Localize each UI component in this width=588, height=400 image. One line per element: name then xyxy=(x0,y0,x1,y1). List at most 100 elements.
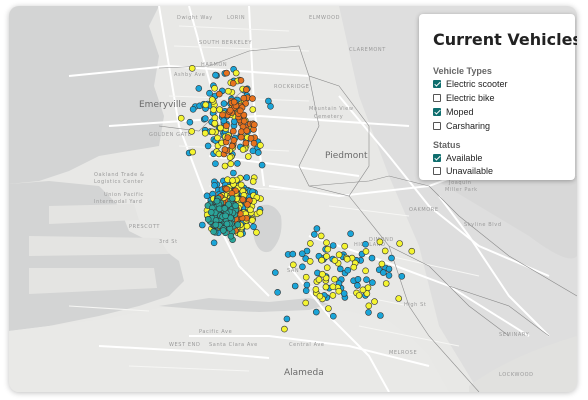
vehicle-marker-scooter[interactable] xyxy=(362,267,369,275)
vehicle-marker-moped[interactable] xyxy=(239,196,247,203)
vehicle-marker-bike[interactable] xyxy=(329,242,337,249)
vehicle-marker-bike[interactable] xyxy=(283,315,291,323)
vehicle-marker-bike[interactable] xyxy=(329,312,337,320)
vehicle-marker-scooter[interactable] xyxy=(355,292,363,299)
vehicle-marker-scooter[interactable] xyxy=(237,230,244,238)
vehicle-marker-bike[interactable] xyxy=(189,106,197,113)
vehicle-marker-scooter[interactable] xyxy=(249,106,257,113)
vehicle-marker-scooter[interactable] xyxy=(227,160,235,168)
vehicle-marker-scooter[interactable] xyxy=(238,181,245,189)
vehicle-marker-scooter[interactable] xyxy=(378,260,386,268)
vehicle-marker-scooter[interactable] xyxy=(329,292,337,299)
vehicle-marker-scooter[interactable] xyxy=(302,273,310,281)
vehicle-marker-scooter[interactable] xyxy=(239,146,247,153)
vehicle-marker-bike[interactable] xyxy=(186,118,194,126)
checkbox-unavailable[interactable] xyxy=(433,167,441,175)
vehicle-marker-scooter[interactable] xyxy=(257,142,264,149)
vehicle-marker-scooter[interactable] xyxy=(325,305,332,312)
vehicle-marker-bike[interactable] xyxy=(362,240,369,248)
vehicle-marker-scooter[interactable] xyxy=(188,64,196,72)
vehicle-marker-scooter[interactable] xyxy=(209,128,216,136)
vehicle-marker-bike[interactable] xyxy=(379,269,387,276)
vehicle-marker-scooter[interactable] xyxy=(229,177,236,184)
vehicle-marker-scooter[interactable] xyxy=(322,283,330,291)
vehicle-marker-teal[interactable] xyxy=(227,232,235,240)
vehicle-marker-bike[interactable] xyxy=(255,149,262,156)
vehicle-marker-scooter[interactable] xyxy=(189,148,196,156)
vehicle-marker-bike[interactable] xyxy=(203,192,211,200)
vehicle-marker-scooter[interactable] xyxy=(232,69,240,77)
vehicle-marker-scooter[interactable] xyxy=(319,270,326,278)
vehicle-marker-bike[interactable] xyxy=(369,279,376,286)
vehicle-marker-moped[interactable] xyxy=(237,77,245,84)
vehicle-marker-moped[interactable] xyxy=(223,122,230,130)
vehicle-marker-moped[interactable] xyxy=(237,107,244,115)
vehicle-marker-scooter[interactable] xyxy=(177,114,185,122)
vehicle-marker-teal[interactable] xyxy=(204,216,212,223)
vehicle-marker-scooter[interactable] xyxy=(306,258,314,265)
filter-unavailable[interactable]: Unavailable xyxy=(433,165,493,177)
vehicle-marker-scooter[interactable] xyxy=(217,124,224,132)
vehicle-marker-bike[interactable] xyxy=(347,230,354,237)
vehicle-marker-bike[interactable] xyxy=(354,282,361,289)
vehicle-marker-scooter[interactable] xyxy=(208,96,216,103)
vehicle-marker-bike[interactable] xyxy=(377,312,384,319)
vehicle-marker-scooter[interactable] xyxy=(317,232,325,240)
vehicle-marker-bike[interactable] xyxy=(250,223,257,230)
vehicle-marker-scooter[interactable] xyxy=(331,257,339,264)
vehicle-marker-bike[interactable] xyxy=(274,288,281,296)
checkbox-moped[interactable] xyxy=(433,108,441,116)
vehicle-marker-moped[interactable] xyxy=(216,90,223,98)
vehicle-marker-moped[interactable] xyxy=(240,111,248,119)
vehicle-marker-bike[interactable] xyxy=(243,174,250,181)
vehicle-marker-bike[interactable] xyxy=(388,254,395,262)
checkbox-electric-scooter[interactable] xyxy=(433,80,441,88)
vehicle-marker-scooter[interactable] xyxy=(247,206,254,214)
vehicle-marker-scooter[interactable] xyxy=(335,287,343,295)
vehicle-marker-teal[interactable] xyxy=(222,212,229,220)
checkbox-available[interactable] xyxy=(433,154,441,162)
vehicle-marker-moped[interactable] xyxy=(247,135,255,142)
vehicle-marker-scooter[interactable] xyxy=(211,120,219,127)
vehicle-marker-scooter[interactable] xyxy=(323,253,330,260)
vehicle-marker-teal[interactable] xyxy=(223,220,231,228)
vehicle-marker-scooter[interactable] xyxy=(382,280,390,287)
vehicle-marker-bike[interactable] xyxy=(302,287,310,295)
vehicle-marker-bike[interactable] xyxy=(312,308,320,316)
vehicle-marker-moped[interactable] xyxy=(223,69,230,77)
vehicle-marker-scooter[interactable] xyxy=(395,295,403,302)
vehicle-marker-scooter[interactable] xyxy=(306,240,314,247)
vehicle-marker-moped[interactable] xyxy=(230,137,238,144)
vehicle-marker-scooter[interactable] xyxy=(371,298,378,305)
checkbox-electric-bike[interactable] xyxy=(433,94,441,102)
vehicle-marker-scooter[interactable] xyxy=(350,263,358,271)
vehicle-marker-scooter[interactable] xyxy=(214,134,221,142)
vehicle-marker-moped[interactable] xyxy=(251,121,258,128)
vehicle-marker-bike[interactable] xyxy=(344,266,352,274)
vehicle-marker-bike[interactable] xyxy=(354,275,362,283)
vehicle-marker-scooter[interactable] xyxy=(376,238,384,246)
vehicle-marker-bike[interactable] xyxy=(385,265,393,273)
vehicle-markers[interactable] xyxy=(177,64,416,333)
vehicle-marker-scooter[interactable] xyxy=(396,240,403,247)
vehicle-marker-scooter[interactable] xyxy=(226,154,234,161)
vehicle-marker-bike[interactable] xyxy=(289,250,297,258)
vehicle-marker-bike[interactable] xyxy=(199,221,206,229)
vehicle-marker-moped[interactable] xyxy=(240,117,248,125)
vehicle-marker-bike[interactable] xyxy=(368,254,376,262)
vehicle-marker-bike[interactable] xyxy=(230,169,237,177)
vehicle-marker-scooter[interactable] xyxy=(249,217,256,224)
vehicle-marker-moped[interactable] xyxy=(242,139,250,147)
vehicle-marker-bike[interactable] xyxy=(298,250,306,257)
vehicle-marker-scooter[interactable] xyxy=(249,178,257,185)
filter-electric-bike[interactable]: Electric bike xyxy=(433,92,495,104)
vehicle-marker-teal[interactable] xyxy=(232,202,239,209)
vehicle-marker-scooter[interactable] xyxy=(225,87,232,95)
vehicle-marker-scooter[interactable] xyxy=(312,286,320,293)
vehicle-marker-scooter[interactable] xyxy=(323,239,330,246)
vehicle-marker-bike[interactable] xyxy=(211,182,218,189)
vehicle-marker-moped[interactable] xyxy=(249,95,256,102)
vehicle-marker-bike[interactable] xyxy=(195,85,203,92)
vehicle-marker-bike[interactable] xyxy=(365,309,372,316)
vehicle-marker-bike[interactable] xyxy=(249,147,257,155)
